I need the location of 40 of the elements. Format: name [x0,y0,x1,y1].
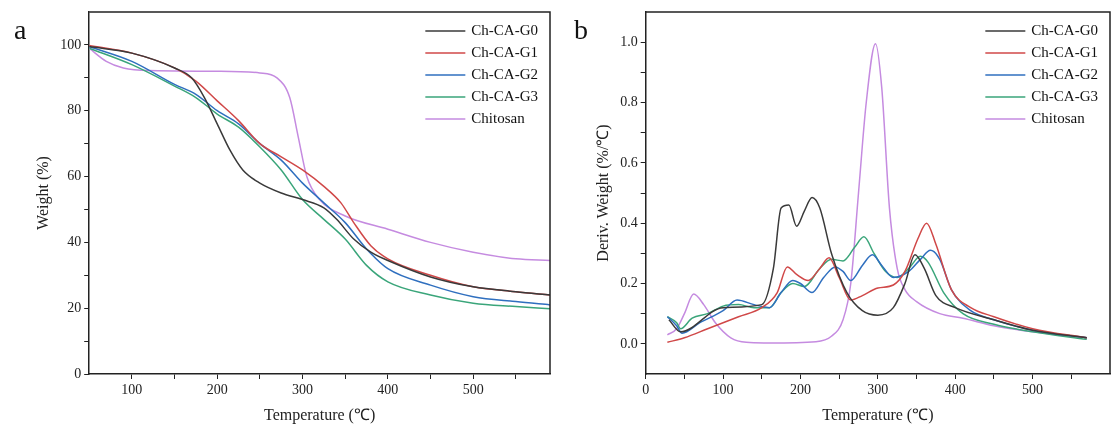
y-tick-label: 0.6 [620,154,638,170]
legend-label: Ch-CA-G1 [1031,43,1099,60]
legend-label: Ch-CA-G2 [471,65,539,82]
x-tick-label: 100 [121,382,143,398]
x-axis-title: Temperature (℃) [263,405,376,424]
y-tick-label: 0 [74,365,82,381]
legend-label: Chitosan [1031,109,1086,126]
legend-label: Ch-CA-G1 [471,43,539,60]
y-tick-label: 0.2 [620,275,638,291]
legend-label: Ch-CA-G3 [471,87,539,104]
y-axis-title: Weight (%) [33,156,52,230]
x-tick-label: 0 [642,382,650,398]
x-tick-label: 300 [292,382,314,398]
x-tick-label: 400 [377,382,399,398]
y-tick-label: 40 [67,234,82,250]
x-tick-label: 200 [789,382,811,398]
y-tick-label: 80 [67,102,82,118]
y-tick-label: 0.4 [620,214,638,230]
x-tick-label: 200 [206,382,228,398]
legend-label: Ch-CA-G3 [1031,87,1099,104]
x-tick-label: 100 [712,382,734,398]
y-tick-label: 0.0 [620,335,638,351]
y-tick-label: 0.8 [620,94,638,110]
x-axis-title: Temperature (℃) [822,405,934,424]
x-tick-label: 500 [462,382,484,398]
y-tick-label: 1.0 [620,33,638,49]
legend-label: Chitosan [471,109,526,126]
y-tick-label: 20 [67,299,82,315]
y-axis-title: Deriv. Weight (%/℃) [593,124,612,262]
x-tick-label: 300 [867,382,889,398]
legend-label: Ch-CA-G0 [1031,21,1099,38]
y-tick-label: 100 [60,36,82,52]
text: a [14,14,27,46]
x-tick-label: 400 [944,382,966,398]
y-tick-label: 60 [67,168,82,184]
text: b [574,14,588,46]
legend-label: Ch-CA-G0 [471,21,539,38]
line-series [668,196,1088,339]
x-tick-label: 500 [1022,382,1044,398]
legend-label: Ch-CA-G2 [1031,65,1099,82]
